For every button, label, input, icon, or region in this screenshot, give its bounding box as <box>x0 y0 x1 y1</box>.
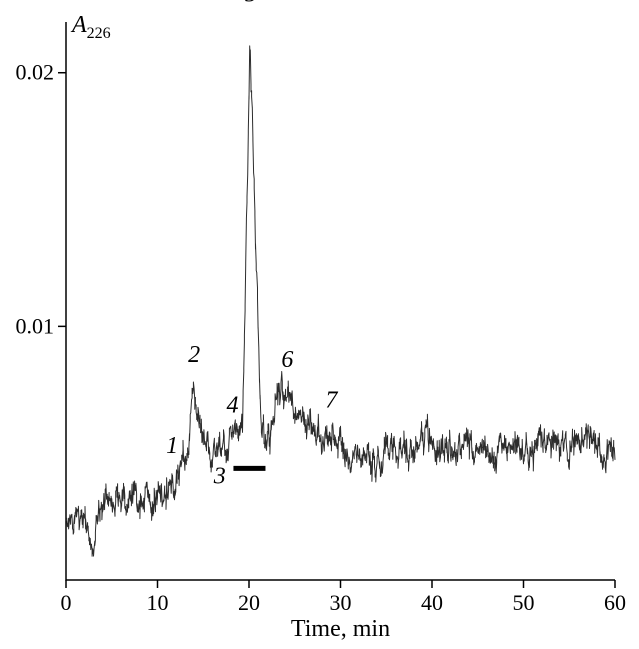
peak-label-5: 5 <box>245 0 257 8</box>
x-tick-label: 40 <box>421 590 443 615</box>
peak-label-3: 3 <box>213 464 226 490</box>
chromatogram-chart: 0 10 20 30 40 50 60 Time, min 0.01 0.02 A226 1 2 3 4 5 6… <box>0 0 639 649</box>
x-tick-label: 0 <box>61 590 72 615</box>
x-tick-label: 20 <box>238 590 260 615</box>
peak-label-6: 6 <box>281 347 293 373</box>
y-tick-label: 0.02 <box>16 60 55 85</box>
chart-svg: 0 10 20 30 40 50 60 Time, min 0.01 0.02 A226 1 2 3 4 5 6… <box>0 0 639 649</box>
x-tick-label: 50 <box>513 590 535 615</box>
chromatogram-trace <box>66 46 615 556</box>
x-tick-label: 30 <box>330 590 352 615</box>
x-tick-label: 60 <box>604 590 626 615</box>
x-axis-title: Time, min <box>291 616 390 642</box>
y-axis-title: A226 <box>70 12 111 42</box>
peak-label-1: 1 <box>166 433 178 459</box>
x-tick-label: 10 <box>147 590 169 615</box>
y-tick-label: 0.01 <box>16 313 55 338</box>
peak-label-4: 4 <box>227 393 239 419</box>
peak-label-7: 7 <box>325 388 338 414</box>
peak-label-2: 2 <box>188 342 200 368</box>
